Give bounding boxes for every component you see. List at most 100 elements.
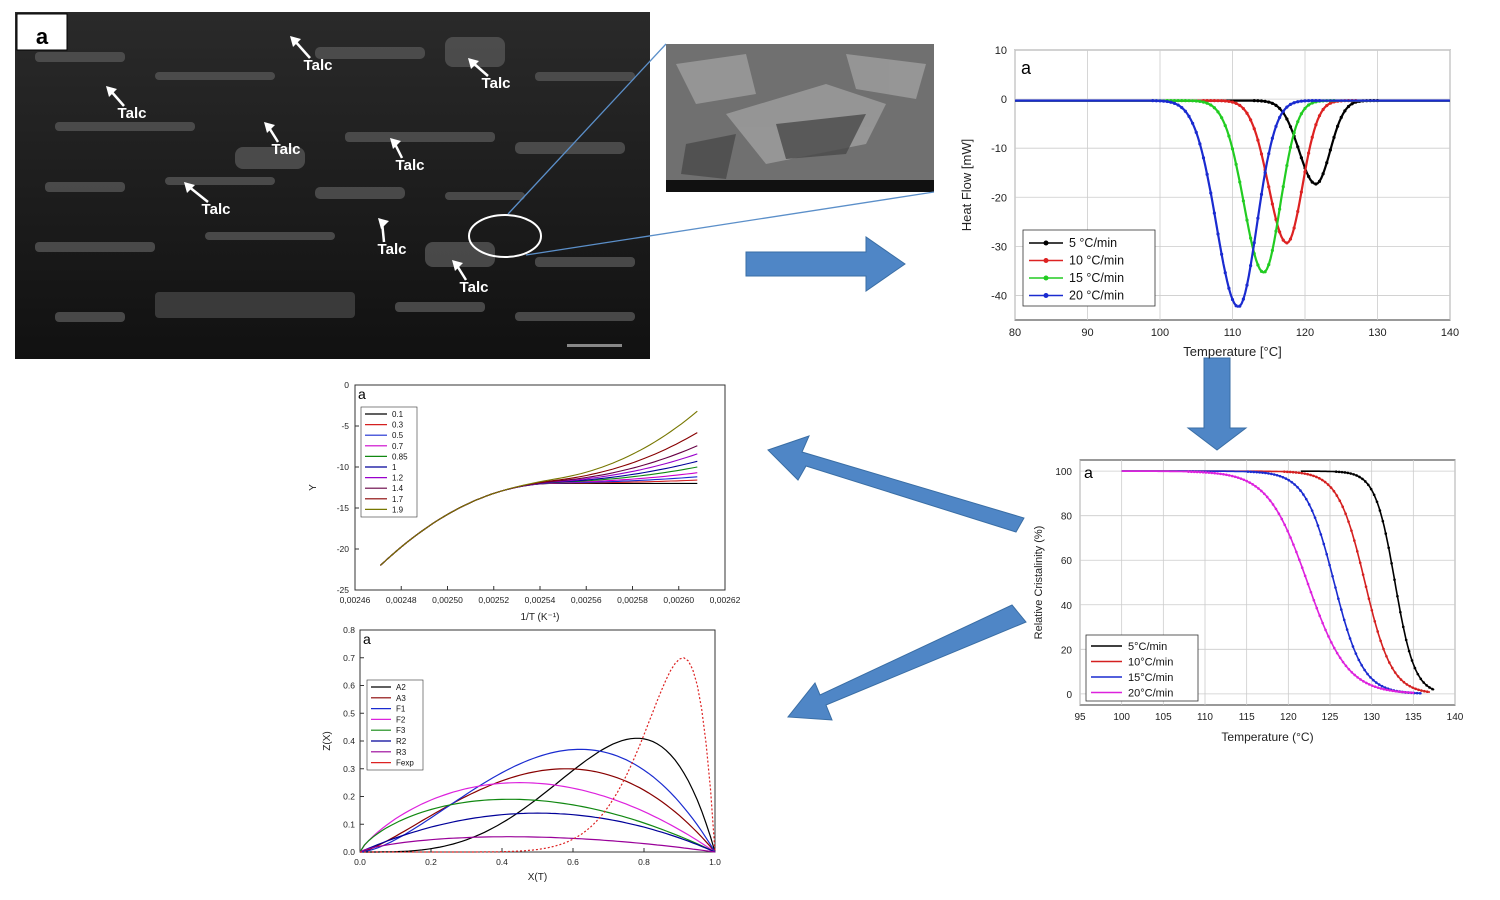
data-point	[1281, 475, 1285, 479]
data-point	[1357, 658, 1361, 662]
data-point	[1222, 473, 1225, 476]
legend-label: 20°C/min	[1128, 688, 1173, 700]
data-point	[1296, 485, 1299, 489]
data-point	[1256, 99, 1260, 103]
data-point	[1252, 470, 1256, 474]
legend-label: 0.85	[392, 452, 408, 461]
data-point	[1285, 163, 1289, 168]
data-point	[1283, 523, 1287, 527]
data-point	[1238, 304, 1242, 308]
data-point	[1419, 677, 1423, 681]
x-tick-label: 105	[1155, 712, 1172, 723]
data-point	[1201, 156, 1206, 160]
legend-label: 20 °C/min	[1069, 289, 1124, 303]
data-point	[1281, 238, 1285, 242]
data-point	[1296, 209, 1300, 214]
data-point	[1425, 690, 1429, 694]
data-point	[1302, 493, 1305, 496]
data-point	[1281, 109, 1285, 113]
y-axis-label: Z(X)	[322, 731, 333, 750]
data-point	[1375, 500, 1379, 504]
data-point	[1332, 646, 1336, 650]
data-point	[1388, 661, 1391, 664]
data-point	[1379, 639, 1382, 643]
data-point	[1285, 117, 1289, 121]
talc-label: Talc	[460, 279, 489, 296]
data-point	[1270, 248, 1274, 253]
data-point	[1220, 99, 1224, 103]
data-point	[1390, 666, 1394, 670]
data-point	[1341, 660, 1345, 664]
arrow-left-lower	[787, 604, 1027, 721]
y-tick-label: -15	[337, 503, 350, 513]
data-point	[1326, 483, 1330, 486]
data-point	[1414, 687, 1417, 691]
arrow-left-upper	[767, 435, 1025, 533]
data-point	[1256, 138, 1260, 142]
data-point	[1420, 689, 1423, 692]
data-point	[1209, 191, 1213, 195]
data-point	[1234, 304, 1238, 308]
data-point	[1259, 269, 1264, 273]
data-point	[1343, 471, 1347, 474]
y-tick-label: 0.6	[343, 681, 355, 691]
data-point	[1291, 470, 1295, 474]
legend-label: 0.3	[392, 421, 404, 430]
data-point	[1198, 99, 1202, 104]
data-point	[1230, 100, 1235, 104]
legend-label: 5°C/min	[1128, 641, 1167, 653]
series-line	[359, 748, 716, 853]
legend-label: 10°C/min	[1128, 657, 1173, 669]
legend-label: 1.4	[392, 484, 404, 493]
data-point	[1323, 480, 1327, 484]
data-point	[1325, 161, 1329, 165]
data-point	[1227, 99, 1231, 104]
data-point	[1330, 641, 1333, 644]
talc-platelets	[35, 37, 635, 322]
legend-label: 0.1	[392, 410, 404, 419]
data-point	[1369, 676, 1372, 679]
data-point	[1316, 524, 1320, 527]
x-tick-label: 140	[1441, 327, 1459, 339]
data-point	[1219, 472, 1222, 476]
data-point	[1310, 509, 1314, 512]
data-point	[1281, 184, 1285, 189]
x-tick-label: 95	[1074, 712, 1086, 723]
data-point	[1262, 492, 1266, 496]
data-point	[1234, 162, 1238, 166]
data-point	[1307, 174, 1311, 179]
data-point	[1334, 470, 1338, 473]
data-point	[1407, 649, 1411, 653]
data-point	[1230, 297, 1235, 302]
data-point	[1288, 145, 1293, 150]
panel-label: a	[363, 631, 371, 647]
data-point	[1358, 561, 1362, 565]
data-point	[1274, 124, 1278, 128]
talc-arrow-head	[390, 138, 401, 149]
scale-bar	[567, 344, 622, 347]
data-point	[1261, 471, 1264, 474]
data-point	[1321, 172, 1325, 176]
data-point	[1299, 99, 1303, 103]
inset-connector-top	[507, 43, 667, 215]
data-point	[1416, 672, 1420, 676]
data-point	[1252, 241, 1256, 245]
data-point	[1300, 566, 1304, 570]
legend-label: 1.9	[392, 505, 404, 514]
data-point	[1209, 103, 1213, 107]
talc-label: Talc	[396, 157, 425, 174]
data-point	[1238, 180, 1242, 184]
data-point	[1307, 99, 1311, 103]
data-point	[1249, 264, 1253, 268]
x-axis-label: Temperature [°C]	[1183, 344, 1281, 359]
data-point	[1343, 109, 1347, 113]
data-point	[1165, 99, 1169, 104]
data-point	[1367, 683, 1371, 686]
data-point	[1201, 470, 1205, 474]
data-point	[1191, 99, 1195, 103]
data-point	[1411, 691, 1415, 695]
data-point	[1363, 668, 1366, 672]
y-tick-label: 0.4	[343, 736, 355, 746]
y-axis-label: Heat Flow [mW]	[959, 139, 974, 231]
data-point	[1320, 478, 1324, 482]
